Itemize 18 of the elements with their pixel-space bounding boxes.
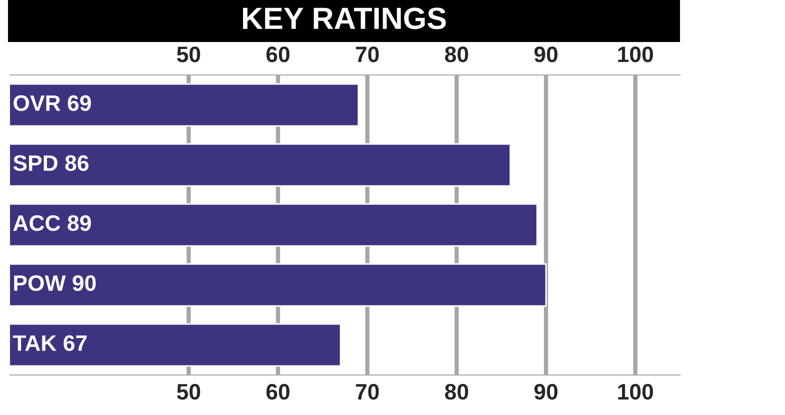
x2-tick-label: 100 [618,384,653,400]
x2-tick-label: 70 [356,384,379,400]
y-tick-label: POW 90 [14,275,96,291]
x-tick-label: 90 [534,46,558,62]
y-tick-label: TAK 67 [12,335,87,351]
chart-title: KEY RATINGS [243,8,446,30]
x-tick-label: 60 [266,46,290,62]
y-tick-label: OVR 69 [14,95,91,111]
x2-tick-label: 80 [445,384,468,400]
x-tick-label: 50 [176,46,200,62]
y-tick-label: ACC 89 [13,215,91,231]
x-tick-label: 100 [618,46,653,62]
x2-tick-label: 50 [176,384,200,400]
x2-tick-label: 90 [534,384,558,400]
x-tick-label: 70 [356,46,379,62]
y-tick-label: SPD 86 [13,155,88,171]
x2-tick-label: 60 [266,384,290,400]
x-tick-label: 80 [445,46,468,62]
